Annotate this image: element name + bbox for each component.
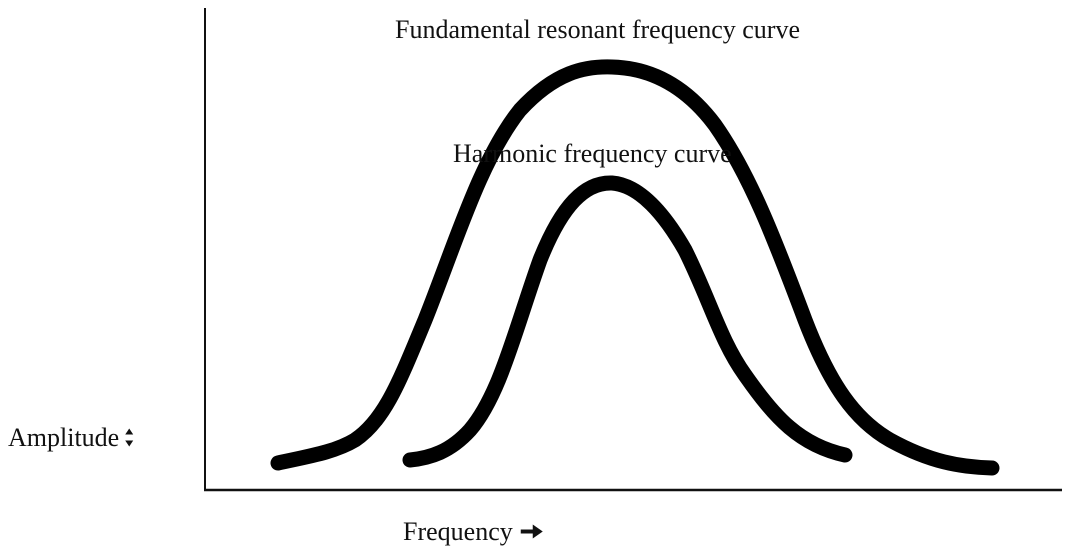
y-axis-label: Amplitude xyxy=(8,423,119,452)
up-down-arrow xyxy=(125,428,134,447)
fundamental-curve xyxy=(270,59,1000,476)
right-arrow xyxy=(520,524,543,539)
harmonic-curve xyxy=(402,175,853,468)
x-axis-label: Frequency xyxy=(403,517,513,546)
harmonic-label: Harmonic frequency curve xyxy=(453,139,732,168)
fundamental-label: Fundamental resonant frequency curve xyxy=(395,15,800,44)
